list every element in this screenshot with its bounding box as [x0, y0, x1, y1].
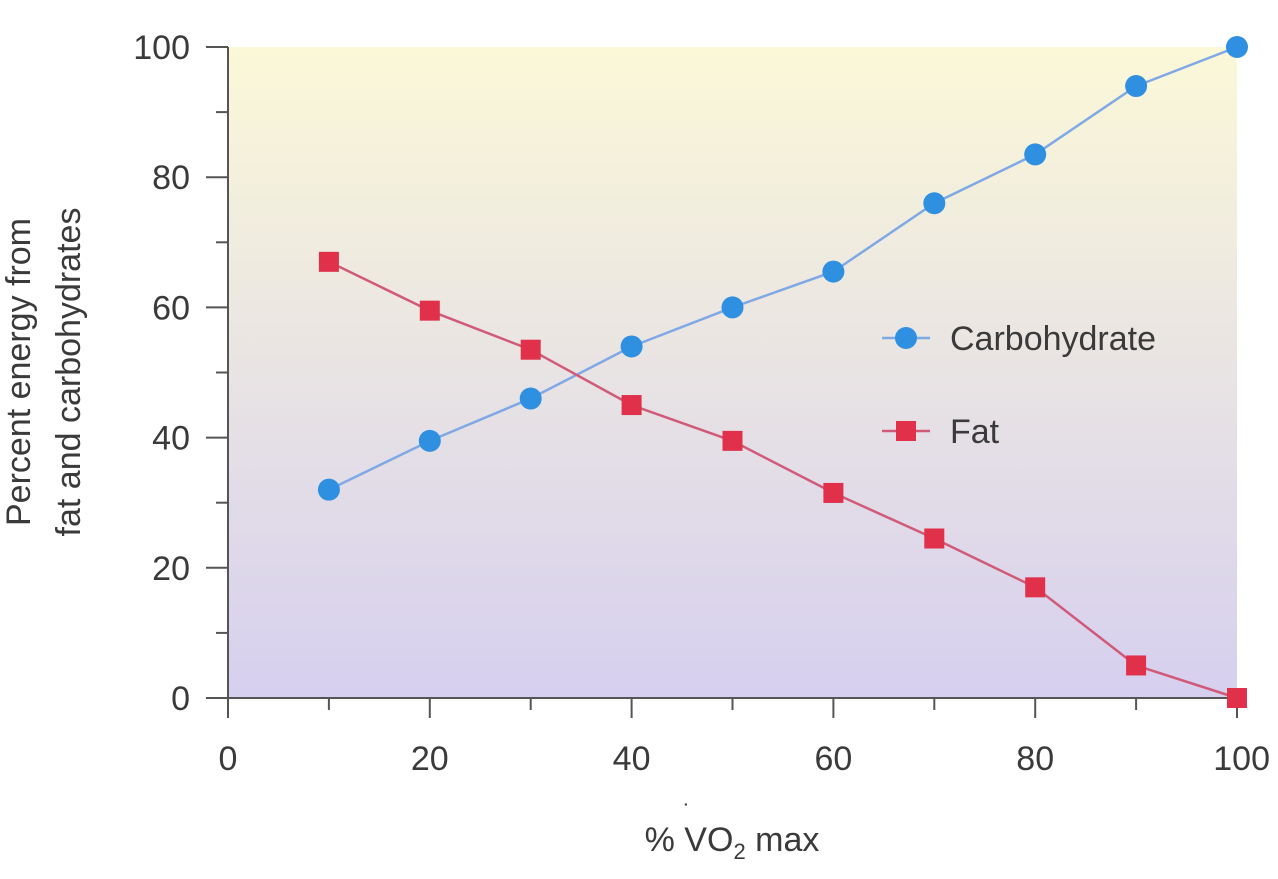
x-axis-title-subscript: 2 [733, 839, 745, 864]
fat-point [823, 482, 844, 503]
carbohydrate-point [519, 387, 542, 410]
y-axis-title-line-1: Percent energy from [0, 218, 38, 526]
carbohydrate-point [822, 260, 845, 283]
fat-point [621, 395, 642, 416]
x-axis-title-dot: ˙ [683, 800, 691, 827]
fat-point [318, 251, 339, 272]
y-tick-label: 80 [152, 159, 190, 197]
carbohydrate-point [418, 429, 441, 452]
x-tick-label: 100 [1213, 740, 1270, 778]
fat-point [924, 528, 945, 549]
legend-item-fat: Fat [882, 413, 1000, 451]
x-tick-label: 0 [219, 740, 238, 778]
legend: Carbohydrate Fat [882, 320, 1156, 451]
carbohydrate-point [1024, 143, 1047, 166]
x-tick-label: 20 [411, 740, 449, 778]
fat-point [1227, 688, 1247, 708]
y-tick-label: 20 [152, 550, 190, 588]
y-axis-title: Percent energy from fat and carbohydrate… [0, 208, 88, 537]
y-axis-title-line-2: fat and carbohydrates [50, 208, 88, 537]
legend-carbohydrate-label: Carbohydrate [950, 320, 1156, 358]
y-tick-label: 0 [171, 680, 190, 718]
legend-fat-label: Fat [950, 413, 1000, 451]
fat-point [419, 300, 440, 321]
y-tick-label: 40 [152, 420, 190, 458]
x-axis-title-prefix: % [645, 821, 685, 859]
carbohydrate-point [1125, 75, 1148, 98]
x-tick-label: 60 [814, 740, 852, 778]
carbohydrate-line [328, 45, 1238, 491]
x-axis-title-o: O [707, 821, 733, 859]
x-tick-label: 80 [1016, 740, 1054, 778]
carbohydrate-point [1226, 36, 1248, 58]
series-carbohydrate [317, 36, 1248, 501]
axes: 0 20 40 60 80 100 0 20 40 60 80 100 [133, 29, 1270, 778]
legend-item-carbohydrate: Carbohydrate [882, 320, 1156, 358]
fat-point [1126, 655, 1147, 676]
legend-fat-marker [896, 421, 916, 441]
legend-carbohydrate-marker [895, 327, 917, 349]
x-axis-title-suffix: max [746, 821, 820, 859]
x-tick-label: 40 [613, 740, 651, 778]
y-tick-label: 100 [133, 29, 190, 67]
series-fat [318, 251, 1247, 708]
series-layer [317, 36, 1248, 708]
carbohydrate-point [923, 192, 946, 215]
x-axis-title: % VO2 max [645, 821, 820, 864]
carbohydrate-point [620, 335, 643, 358]
carbohydrate-point [721, 296, 744, 319]
x-axis-title-v: V [684, 821, 707, 859]
plot-area [228, 47, 1237, 698]
carbohydrate-point [317, 478, 340, 501]
fat-point [1025, 577, 1046, 598]
fat-point [520, 339, 541, 360]
fat-line [328, 260, 1238, 700]
y-tick-label: 60 [152, 289, 190, 327]
fat-point [722, 430, 743, 451]
